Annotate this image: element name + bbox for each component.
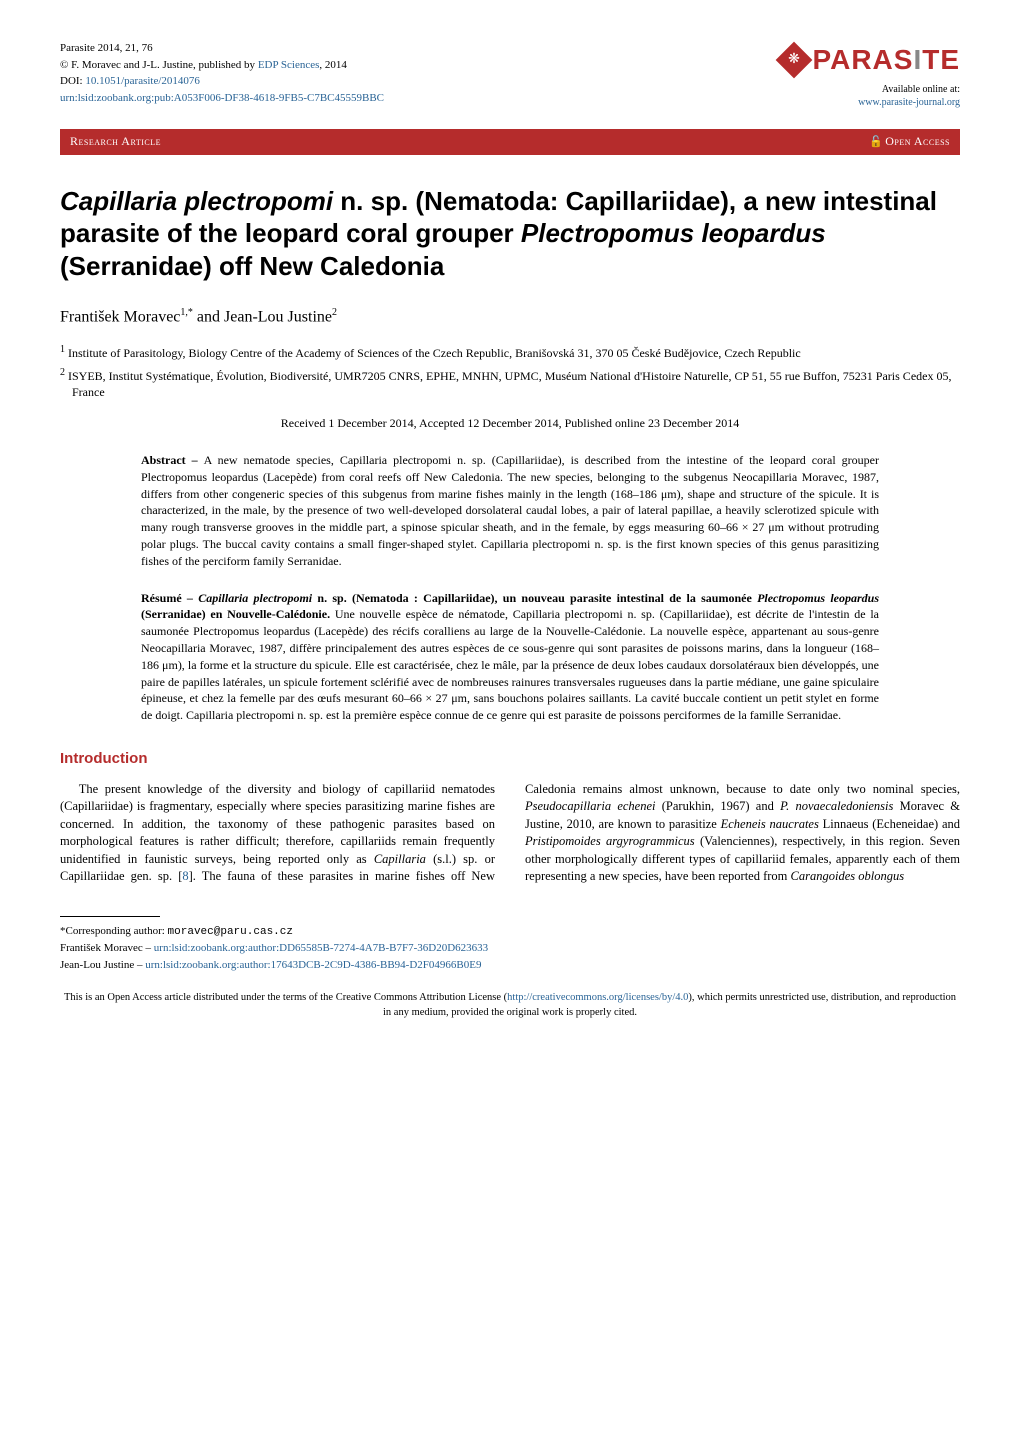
author-urn: František Moravec – urn:lsid:zoobank.org… xyxy=(60,940,960,957)
journal-name: PARASITE xyxy=(813,40,961,79)
introduction-body: The present knowledge of the diversity a… xyxy=(60,781,960,886)
article-title: Capillaria plectropomi n. sp. (Nematoda:… xyxy=(60,185,960,283)
zoobank-author-link[interactable]: urn:lsid:zoobank.org:author:17643DCB-2C9… xyxy=(145,959,481,971)
affiliation-item: 1 Institute of Parasitology, Biology Cen… xyxy=(60,343,960,362)
affiliation-item: 2 ISYEB, Institut Systématique, Évolutio… xyxy=(60,366,960,402)
author-name: Jean-Lou Justine xyxy=(224,308,332,325)
copyright-line: © F. Moravec and J-L. Justine, published… xyxy=(60,57,384,74)
zoobank-author-link[interactable]: urn:lsid:zoobank.org:author:DD65585B-727… xyxy=(154,942,488,954)
doi-line: DOI: 10.1051/parasite/2014076 xyxy=(60,73,384,90)
footnotes: *Corresponding author: moravec@paru.cas.… xyxy=(60,923,960,974)
affiliations: 1 Institute of Parasitology, Biology Cen… xyxy=(60,343,960,401)
corresponding-author: *Corresponding author: moravec@paru.cas.… xyxy=(60,923,960,941)
resume-text: Une nouvelle espèce de nématode, Capilla… xyxy=(141,607,879,722)
corr-email[interactable]: moravec@paru.cas.cz xyxy=(168,926,293,938)
abstract-label: Abstract – xyxy=(141,453,204,467)
author-urn: Jean-Lou Justine – urn:lsid:zoobank.org:… xyxy=(60,957,960,974)
author-name: František Moravec xyxy=(60,308,180,325)
citation-line: Parasite 2014, 21, 76 xyxy=(60,40,384,57)
logo-badge-icon: ❋ xyxy=(775,41,812,78)
license-link[interactable]: http://creativecommons.org/licenses/by/4… xyxy=(507,992,688,1003)
author-affil-sup: 1,* xyxy=(180,307,193,318)
page-header: Parasite 2014, 21, 76 © F. Moravec and J… xyxy=(60,40,960,109)
publisher-link[interactable]: EDP Sciences xyxy=(258,59,320,71)
header-branding: ❋ PARASITE Available online at: www.para… xyxy=(781,40,961,109)
banner-open-access: Open Access xyxy=(869,133,950,150)
doi-link[interactable]: 10.1051/parasite/2014076 xyxy=(85,75,200,87)
abstract-french: Résumé – Capillaria plectropomi n. sp. (… xyxy=(141,590,879,724)
section-heading-introduction: Introduction xyxy=(60,748,960,769)
abstract-text: A new nematode species, Capillaria plect… xyxy=(141,453,879,568)
article-dates: Received 1 December 2014, Accepted 12 De… xyxy=(60,415,960,432)
journal-url-link[interactable]: www.parasite-journal.org xyxy=(858,97,960,108)
zoobank-line: urn:lsid:zoobank.org:pub:A053F006-DF38-4… xyxy=(60,90,384,107)
footnote-divider xyxy=(60,916,160,917)
journal-logo: ❋ PARASITE xyxy=(781,40,961,79)
header-meta: Parasite 2014, 21, 76 © F. Moravec and J… xyxy=(60,40,384,106)
author-list: František Moravec1,* and Jean-Lou Justin… xyxy=(60,306,960,329)
license-statement: This is an Open Access article distribut… xyxy=(60,991,960,1020)
resume-label: Résumé – xyxy=(141,591,198,605)
abstract-english: Abstract – A new nematode species, Capil… xyxy=(141,452,879,570)
zoobank-link[interactable]: urn:lsid:zoobank.org:pub:A053F006-DF38-4… xyxy=(60,92,384,104)
banner-article-type: Research Article xyxy=(70,133,161,150)
intro-paragraph: The present knowledge of the diversity a… xyxy=(60,781,960,886)
article-type-banner: Research Article Open Access xyxy=(60,129,960,154)
availability-text: Available online at: www.parasite-journa… xyxy=(781,83,961,109)
author-affil-sup: 2 xyxy=(332,307,337,318)
